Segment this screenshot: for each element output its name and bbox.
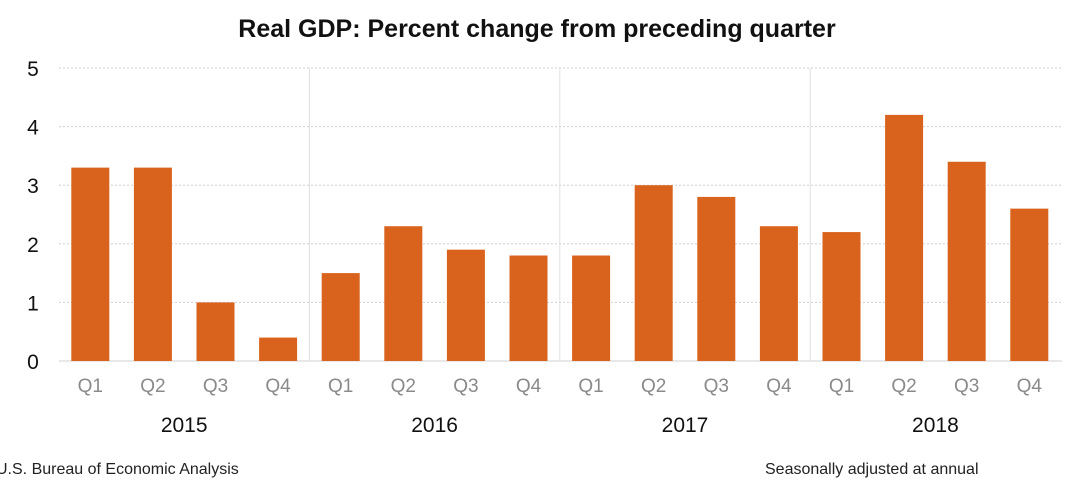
y-tick-label: 0 <box>27 351 39 374</box>
bar <box>634 185 673 361</box>
bar <box>759 226 798 361</box>
x-tick-label: Q1 <box>78 376 103 397</box>
bar <box>1010 208 1049 361</box>
bar <box>196 302 235 361</box>
bar <box>133 167 172 361</box>
y-tick-label: 4 <box>27 117 39 140</box>
x-tick-label: Q2 <box>891 376 916 397</box>
x-tick-label: Q4 <box>1017 376 1043 397</box>
year-label: 2018 <box>912 414 959 437</box>
x-tick-label: Q3 <box>453 376 478 397</box>
y-tick-label: 2 <box>27 234 39 257</box>
bar <box>885 114 924 361</box>
x-tick-label: Q3 <box>704 376 729 397</box>
y-tick-label: 1 <box>27 292 39 315</box>
chart-title: Real GDP: Percent change from preceding … <box>238 15 836 43</box>
x-tick-label: Q1 <box>578 376 603 397</box>
bar <box>259 337 298 361</box>
seasonal-note: Seasonally adjusted at annual <box>765 461 979 478</box>
year-label: 2016 <box>411 414 458 437</box>
bar <box>321 273 360 361</box>
bar <box>697 196 736 361</box>
bar <box>572 255 611 361</box>
bar <box>384 226 423 361</box>
x-tick-label: Q4 <box>265 376 291 397</box>
x-tick-label: Q3 <box>203 376 228 397</box>
bar <box>71 167 110 361</box>
year-label: 2017 <box>662 414 709 437</box>
bar <box>947 161 986 361</box>
x-tick-label: Q4 <box>766 376 792 397</box>
x-tick-label: Q3 <box>954 376 979 397</box>
bar <box>822 232 861 361</box>
x-tick-label: Q2 <box>140 376 165 397</box>
x-tick-label: Q2 <box>641 376 666 397</box>
source-note: U.S. Bureau of Economic Analysis <box>0 461 239 478</box>
x-tick-label: Q2 <box>391 376 416 397</box>
y-tick-label: 5 <box>27 58 39 81</box>
x-tick-label: Q1 <box>328 376 353 397</box>
y-tick-label: 3 <box>27 175 39 198</box>
bar <box>446 249 485 361</box>
bar <box>509 255 548 361</box>
x-tick-label: Q1 <box>829 376 854 397</box>
x-tick-label: Q4 <box>516 376 542 397</box>
year-label: 2015 <box>161 414 208 437</box>
